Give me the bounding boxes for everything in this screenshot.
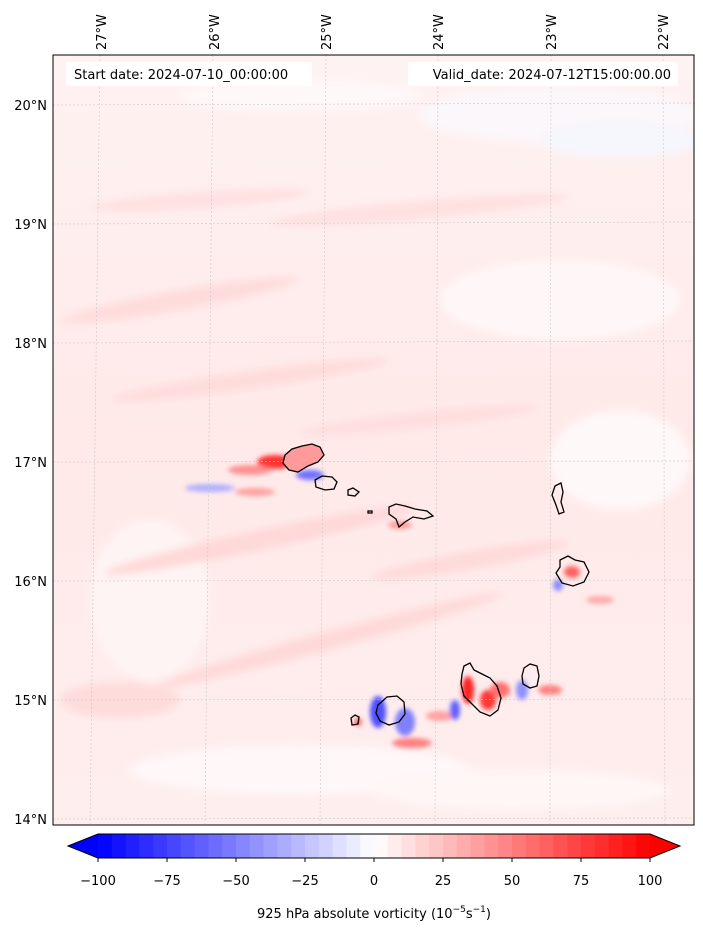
colorbar-cell <box>236 834 251 858</box>
colorbar-tick-label: −75 <box>153 874 180 889</box>
colorbar-cell <box>484 834 499 858</box>
colorbar-cell <box>360 834 375 858</box>
lon-label: 24°W <box>432 14 447 50</box>
colorbar-min-extension <box>68 834 98 858</box>
colorbar-cell <box>263 834 278 858</box>
colorbar-cell <box>470 834 485 858</box>
colorbar-cell <box>222 834 237 858</box>
vorticity-field: Start date: 2024-07-10_00:00:00 Valid_da… <box>53 55 694 825</box>
colorbar-cell <box>456 834 472 858</box>
colorbar-cell <box>525 834 541 858</box>
colorbar-cell <box>180 834 196 858</box>
colorbar-cell <box>443 834 458 858</box>
island-santa-luzia <box>347 487 361 497</box>
colorbar: −100 −75 −50 −25 0 25 50 75 100 925 hPa … <box>66 833 682 922</box>
start-date-text: Start date: 2024-07-10_00:00:00 <box>74 68 288 83</box>
island-sao-nicolau <box>388 503 435 529</box>
colorbar-cell <box>401 834 416 858</box>
colorbar-cell <box>498 834 513 858</box>
colorbar-label: 925 hPa absolute vorticity (10−5s−1) <box>257 905 491 922</box>
island-fogo <box>375 695 406 726</box>
colorbar-tick-label: 50 <box>504 874 521 889</box>
lat-label: 20°N <box>14 99 47 114</box>
map-frame <box>52 54 695 826</box>
colorbar-cells <box>68 834 680 858</box>
island-santo-antao <box>282 443 325 473</box>
colorbar-tick-label: −100 <box>80 874 116 889</box>
island-raso <box>367 510 373 514</box>
island-maio <box>521 663 540 689</box>
lon-label: 22°W <box>657 14 672 50</box>
lat-label: 15°N <box>14 694 47 709</box>
colorbar-cell <box>167 834 182 858</box>
colorbar-cell <box>291 834 306 858</box>
lon-labels: 27°W 26°W 25°W 24°W 23°W 22°W <box>95 14 672 50</box>
colorbar-tick-label: 75 <box>573 874 590 889</box>
colorbar-ticks: −100 −75 −50 −25 0 25 50 75 100 <box>80 874 662 889</box>
colorbar-cell <box>429 834 444 858</box>
lon-label: 23°W <box>545 14 560 50</box>
valid-date-box <box>408 62 678 86</box>
colorbar-cell <box>332 834 347 858</box>
colorbar-tick-label: −50 <box>222 874 249 889</box>
colorbar-tick-label: −25 <box>291 874 318 889</box>
lat-label: 18°N <box>14 337 47 352</box>
colorbar-cell <box>567 834 582 858</box>
lat-label: 19°N <box>14 218 47 233</box>
lat-label: 14°N <box>14 813 47 828</box>
lat-label: 16°N <box>14 575 47 590</box>
island-brava <box>350 714 360 726</box>
island-sao-vicente <box>314 475 338 491</box>
colorbar-cell <box>415 834 430 858</box>
vorticity-dipoles <box>185 455 614 748</box>
lon-label: 27°W <box>95 14 110 50</box>
colorbar-cell <box>139 834 154 858</box>
colorbar-cell <box>305 834 320 858</box>
lat-label: 17°N <box>14 456 47 471</box>
coastlines <box>282 443 590 726</box>
colorbar-cell <box>374 834 389 858</box>
colorbar-cell <box>346 834 361 858</box>
colorbar-cell <box>208 834 223 858</box>
colorbar-cell <box>636 834 651 858</box>
colorbar-tick-label: 100 <box>638 874 663 889</box>
island-boa-vista <box>555 555 590 587</box>
island-santiago <box>460 662 502 717</box>
field-texture <box>60 80 694 810</box>
colorbar-cell <box>608 834 623 858</box>
colorbar-tick-marks <box>97 858 651 862</box>
colorbar-cell <box>553 834 568 858</box>
lat-labels: 20°N 19°N 18°N 17°N 16°N 15°N 14°N <box>14 99 47 828</box>
colorbar-cell <box>125 834 140 858</box>
colorbar-cell <box>512 834 527 858</box>
colorbar-cell <box>622 834 637 858</box>
colorbar-cell <box>249 834 265 858</box>
lon-label: 26°W <box>208 14 223 50</box>
colorbar-cell <box>581 834 596 858</box>
gridlines <box>53 55 694 825</box>
colorbar-cell <box>111 834 127 858</box>
colorbar-cell <box>387 834 403 858</box>
start-date-box <box>66 62 312 86</box>
colorbar-cell <box>153 834 168 858</box>
colorbar-cell <box>277 834 292 858</box>
island-sal <box>551 482 565 515</box>
colorbar-tick-label: 25 <box>435 874 452 889</box>
colorbar-cell <box>594 834 610 858</box>
colorbar-tick-label: 0 <box>370 874 378 889</box>
colorbar-cell <box>318 834 334 858</box>
colorbar-cell <box>194 834 209 858</box>
lon-label: 25°W <box>320 14 335 50</box>
colorbar-cell <box>539 834 554 858</box>
colorbar-cell <box>98 834 113 858</box>
colorbar-max-extension <box>650 834 680 858</box>
valid-date-text: Valid_date: 2024-07-12T15:00:00.00 <box>433 68 671 83</box>
